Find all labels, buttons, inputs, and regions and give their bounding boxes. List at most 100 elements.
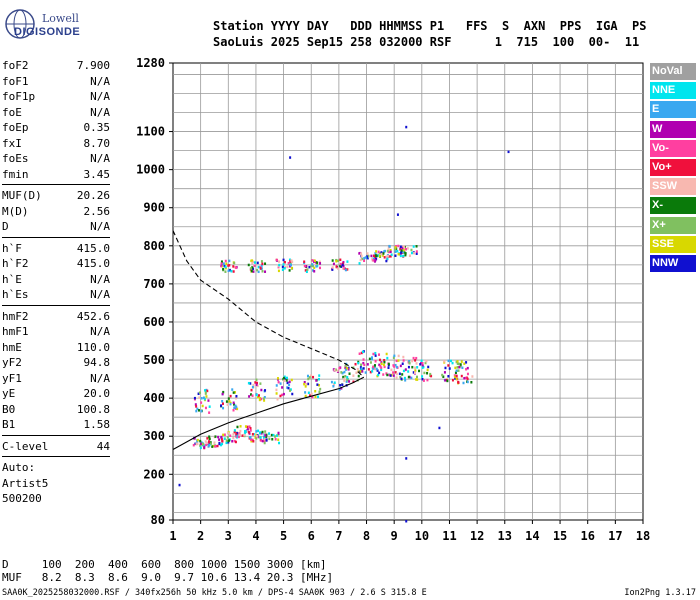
echo-point: [333, 369, 336, 372]
echo-point: [402, 355, 405, 359]
echo-point: [401, 373, 404, 376]
echo-point: [374, 351, 377, 355]
param-value: 7.900: [76, 59, 110, 72]
echo-point: [346, 366, 349, 370]
echo-point: [415, 250, 418, 253]
echo-point: [178, 483, 181, 487]
echo-point: [303, 264, 306, 268]
echo-point: [360, 363, 363, 367]
echo-point: [397, 354, 400, 358]
x-tick-label: 7: [335, 529, 342, 543]
echo-point: [256, 261, 259, 265]
param-key: fxI: [2, 136, 22, 150]
param-row: D N/A: [2, 219, 110, 235]
param-key: foEs: [2, 152, 29, 165]
echo-point: [259, 265, 262, 269]
echo-point: [371, 257, 374, 261]
echo-point: [460, 374, 463, 378]
echo-point: [198, 396, 201, 399]
echo-point: [382, 363, 385, 367]
echo-point: [426, 378, 429, 382]
echo-point: [447, 375, 450, 378]
x-tick-label: 17: [608, 529, 622, 543]
echo-point: [310, 392, 313, 396]
echo-point: [338, 366, 341, 370]
echo-point: [260, 260, 263, 263]
echo-point: [237, 435, 240, 439]
param-key: h`Es: [2, 288, 29, 301]
echo-point: [233, 439, 236, 443]
echo-point: [198, 391, 201, 394]
echo-point: [285, 379, 288, 382]
echo-point: [389, 250, 392, 254]
echo-point: [342, 267, 345, 270]
echo-point: [264, 430, 267, 433]
echo-point: [454, 366, 457, 370]
echo-point: [232, 391, 235, 394]
echo-point: [415, 375, 418, 379]
echo-point: [220, 437, 223, 441]
param-value: 415.0: [76, 257, 110, 270]
echo-point: [228, 264, 231, 267]
echo-point: [214, 445, 217, 448]
echo-point: [281, 268, 284, 272]
digisonde-logo: Lowell DIGISONDE: [2, 4, 82, 44]
echo-point: [227, 397, 230, 400]
header-line1: Station YYYY DAY DDD HHMMSS P1 FFS S AXN…: [213, 19, 647, 33]
echo-point: [413, 251, 416, 255]
param-key: fmin: [2, 167, 29, 181]
echo-point: [283, 260, 286, 264]
y-tick-label: 600: [143, 315, 165, 329]
x-tick-label: 5: [280, 529, 287, 543]
echo-point: [202, 396, 205, 399]
legend-item: NNE: [650, 82, 696, 100]
echo-point: [346, 378, 349, 382]
param-value: N/A: [90, 105, 110, 119]
echo-point: [507, 150, 510, 154]
echo-point: [286, 381, 289, 385]
y-tick-label: 80: [151, 513, 165, 527]
auto-version: 500200: [2, 492, 42, 505]
echo-point: [263, 436, 266, 439]
muf-row: MUF 8.2 8.3 8.6 9.0 9.7 10.6 13.4 20.3 […: [2, 571, 334, 584]
param-key: B1: [2, 418, 16, 431]
echo-point: [265, 433, 268, 437]
echo-point: [454, 371, 457, 375]
echo-point: [233, 429, 236, 432]
echo-point: [268, 437, 271, 441]
echo-point: [345, 380, 348, 383]
echo-point: [282, 376, 285, 380]
echo-point: [395, 376, 398, 379]
echo-point: [340, 387, 343, 390]
echo-point: [380, 252, 383, 256]
echo-point: [253, 261, 256, 264]
echo-point: [205, 443, 208, 447]
echo-point: [462, 381, 465, 385]
echo-point: [385, 352, 388, 356]
echo-point: [421, 364, 424, 367]
echo-point: [229, 434, 232, 437]
echo-point: [455, 369, 458, 372]
echo-point: [407, 365, 410, 369]
echo-point: [230, 269, 233, 273]
echo-point: [233, 403, 236, 406]
echo-point: [257, 265, 260, 269]
echo-point: [451, 361, 454, 365]
echo-point: [443, 371, 446, 374]
echo-point: [388, 373, 391, 377]
echo-point: [304, 269, 307, 272]
echo-point: [264, 270, 267, 273]
echo-point: [279, 394, 282, 398]
x-tick-label: 6: [308, 529, 315, 543]
echo-point: [249, 382, 252, 385]
echo-point: [227, 264, 230, 267]
echo-point: [407, 375, 410, 379]
legend: NoVal NNE E W Vo- Vo+ SSW X- X+ SSE NNW: [650, 63, 696, 274]
echo-point: [225, 400, 228, 403]
echo-point: [379, 365, 382, 368]
echo-point: [343, 377, 346, 381]
echo-point: [363, 259, 366, 263]
echo-point: [449, 359, 452, 363]
echo-point: [405, 125, 408, 129]
